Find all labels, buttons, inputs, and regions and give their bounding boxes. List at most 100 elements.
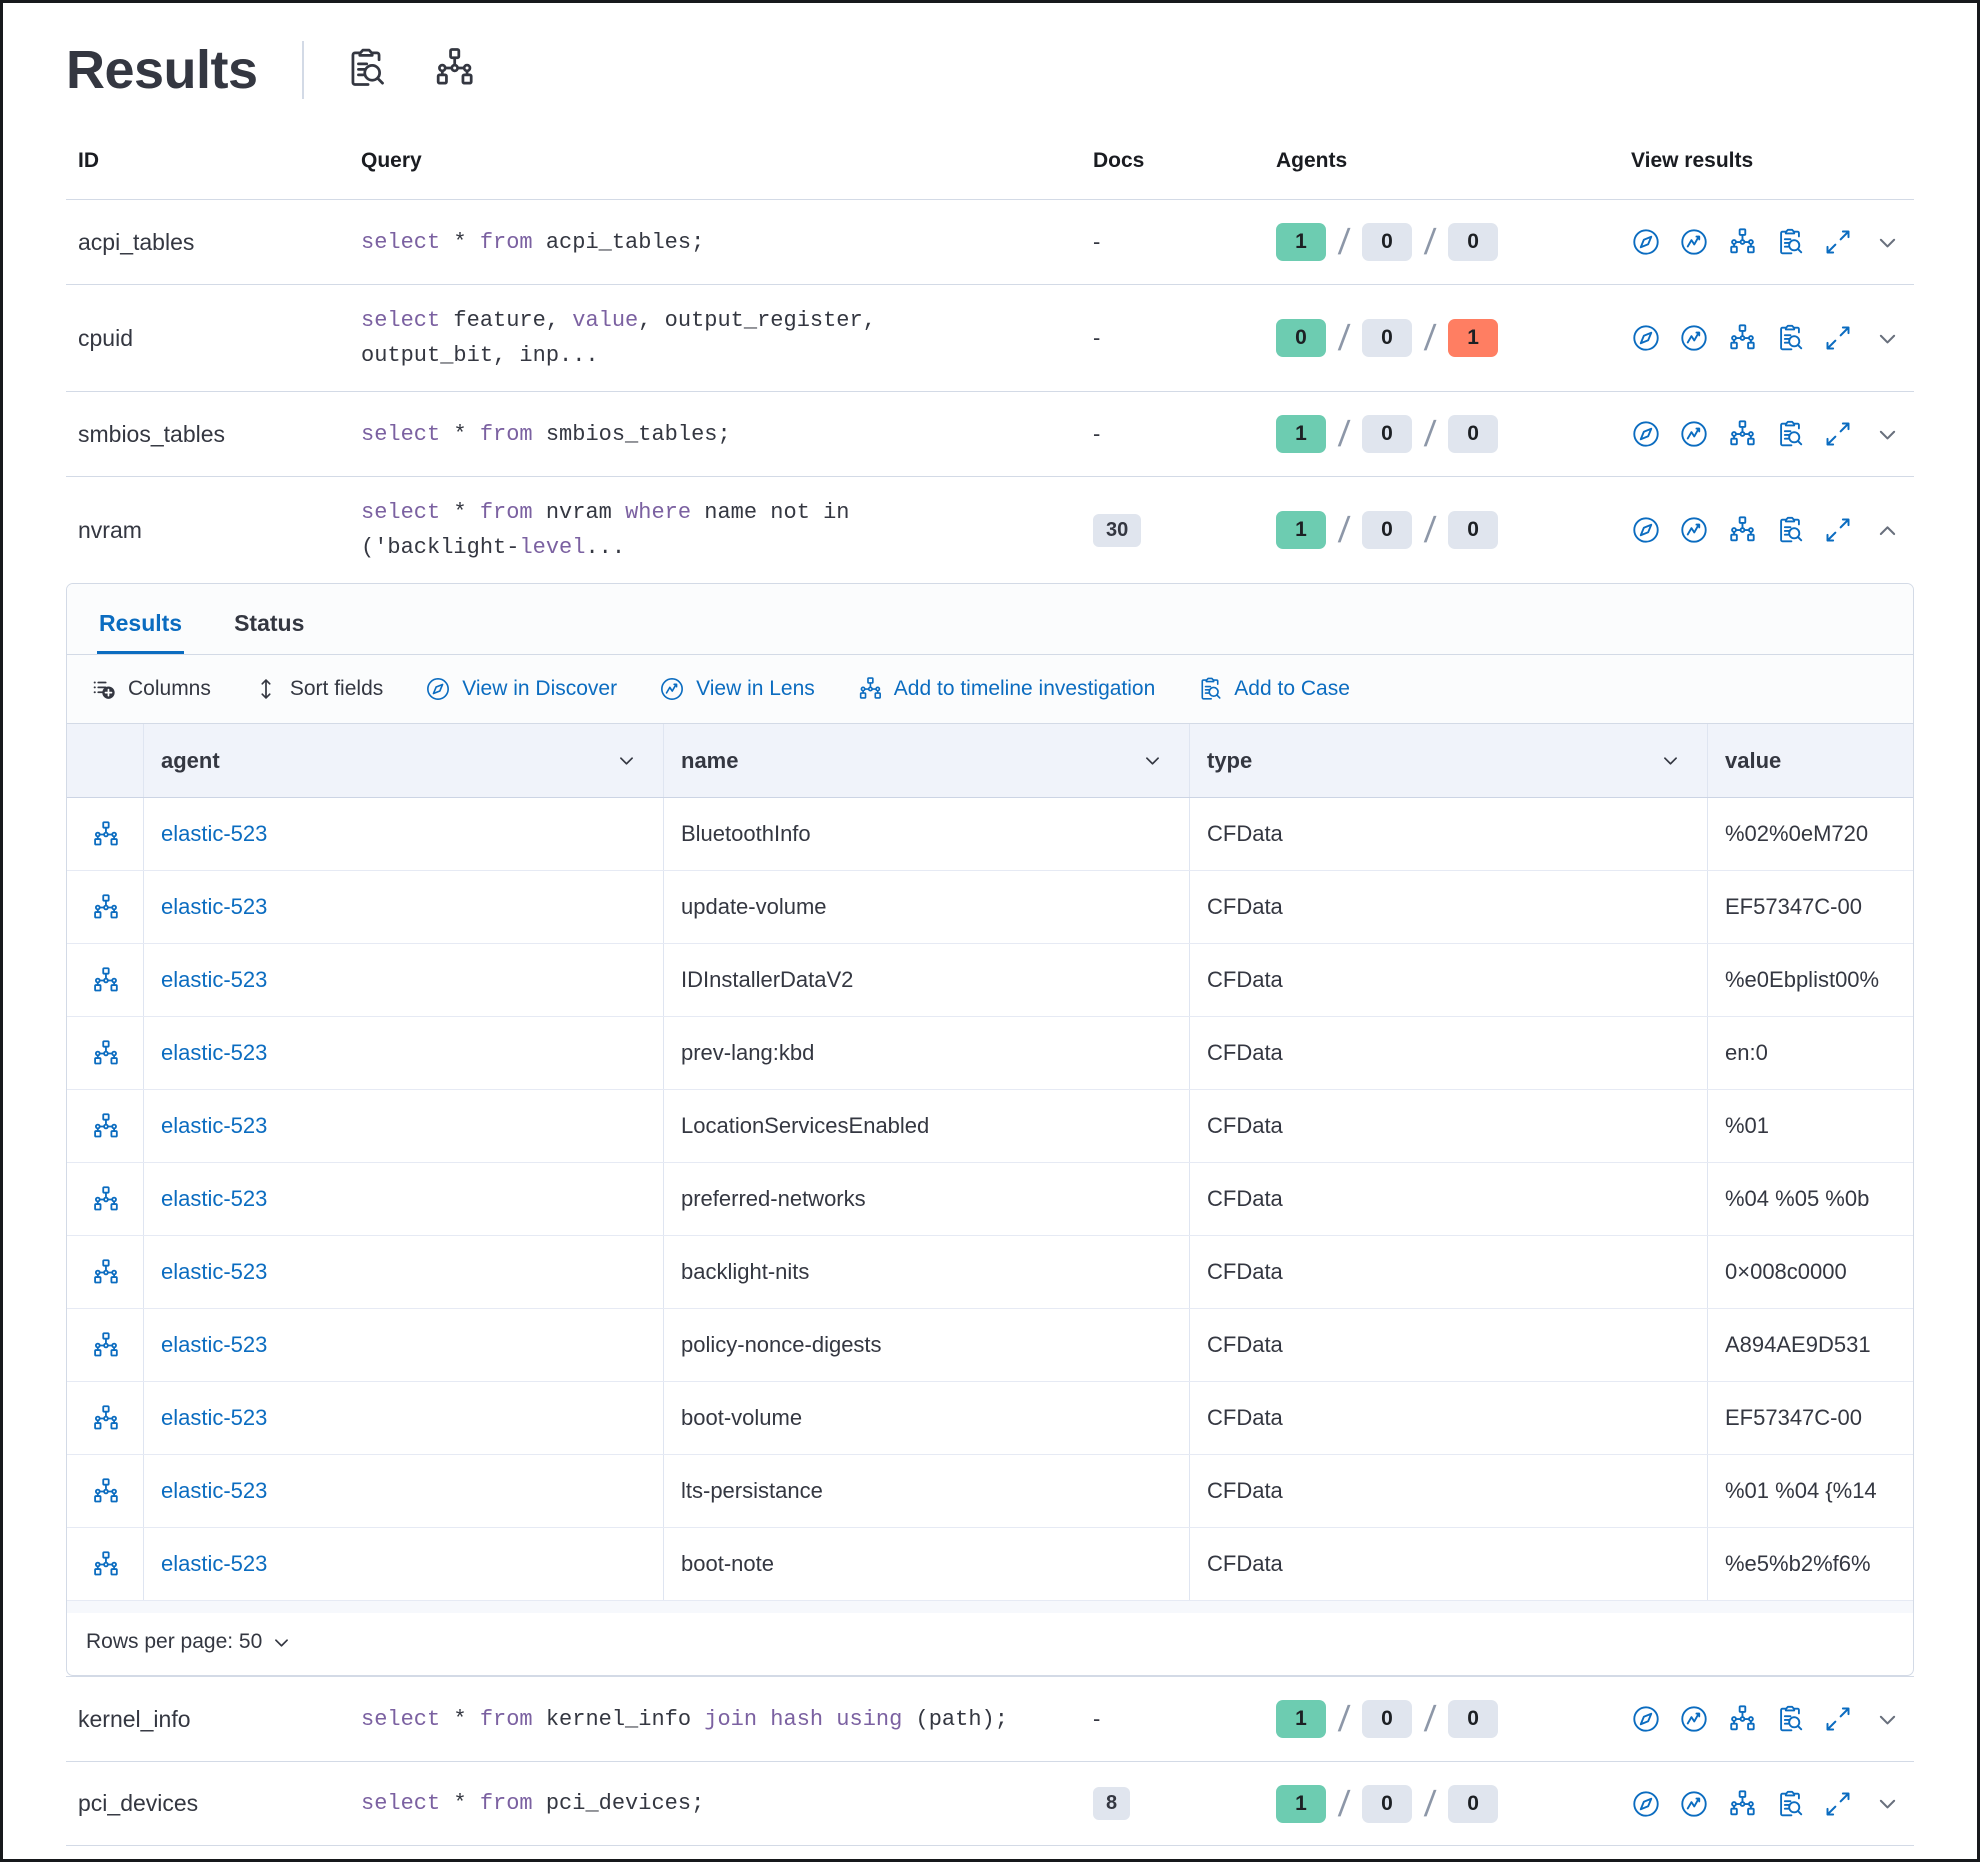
- expand-icon[interactable]: [1823, 1704, 1853, 1734]
- toolbar-item-label: Add to timeline investigation: [893, 677, 1156, 700]
- result-tabs: Results Status: [67, 584, 1913, 655]
- add-to-timeline-button[interactable]: [91, 1258, 120, 1287]
- name-cell: IDInstallerDataV2: [664, 944, 1190, 1016]
- case-icon[interactable]: [1775, 227, 1805, 257]
- add-to-timeline-button[interactable]: [91, 1550, 120, 1579]
- add-to-timeline-button[interactable]: [91, 820, 120, 849]
- query-id: acpi_tables: [78, 228, 195, 255]
- tab-status[interactable]: Status: [232, 610, 306, 654]
- lens-icon[interactable]: [1679, 419, 1709, 449]
- timeline-icon: [91, 1185, 120, 1214]
- lens-icon[interactable]: [1679, 227, 1709, 257]
- expand-icon[interactable]: [1823, 515, 1853, 545]
- case-icon[interactable]: [1775, 323, 1805, 353]
- timeline-icon[interactable]: [1727, 227, 1757, 257]
- toolbar-view-in-lens-button[interactable]: View in Lens: [659, 676, 815, 702]
- toolbar-sort-fields-button[interactable]: Sort fields: [253, 676, 383, 702]
- case-icon[interactable]: [1775, 1789, 1805, 1819]
- timeline-icon[interactable]: [1727, 1789, 1757, 1819]
- agents-cell: 0/0/1: [1263, 317, 1619, 359]
- agent-link[interactable]: elastic-523: [161, 1332, 268, 1357]
- lens-icon[interactable]: [1679, 1789, 1709, 1819]
- chevron-down-icon[interactable]: [1875, 230, 1900, 255]
- agent-cell: elastic-523: [144, 1236, 664, 1308]
- expand-icon[interactable]: [1823, 1789, 1853, 1819]
- agent-link[interactable]: elastic-523: [161, 1186, 268, 1211]
- agent-link[interactable]: elastic-523: [161, 894, 268, 919]
- discover-icon[interactable]: [1631, 1789, 1661, 1819]
- case-icon[interactable]: [1775, 515, 1805, 545]
- chevron-up-icon[interactable]: [1875, 518, 1900, 543]
- timeline-icon[interactable]: [1727, 323, 1757, 353]
- lens-icon[interactable]: [1679, 1704, 1709, 1734]
- agent-link[interactable]: elastic-523: [161, 1259, 268, 1284]
- add-to-timeline-button[interactable]: [91, 1112, 120, 1141]
- add-to-timeline-button[interactable]: [91, 1404, 120, 1433]
- agent-cell: elastic-523: [144, 798, 664, 870]
- chevron-down-icon[interactable]: [1875, 326, 1900, 351]
- grid-header-type[interactable]: type: [1190, 724, 1708, 797]
- row-actions-cell: [67, 1017, 144, 1089]
- agent-link[interactable]: elastic-523: [161, 1551, 268, 1576]
- grid-header: agent name type value: [67, 724, 1913, 798]
- expand-icon[interactable]: [1823, 227, 1853, 257]
- agents-separator: /: [1336, 221, 1352, 262]
- discover-icon[interactable]: [1631, 515, 1661, 545]
- add-to-timeline-button[interactable]: [91, 1331, 120, 1360]
- discover-icon[interactable]: [1631, 1704, 1661, 1734]
- query-sql: select * from smbios_tables;: [361, 421, 731, 447]
- agent-link[interactable]: elastic-523: [161, 1040, 268, 1065]
- agents-separator: /: [1336, 413, 1352, 454]
- tab-results[interactable]: Results: [97, 610, 184, 654]
- toolbar-columns-button[interactable]: Columns: [91, 676, 211, 702]
- grid-header-name[interactable]: name: [664, 724, 1190, 797]
- agent-link[interactable]: elastic-523: [161, 1405, 268, 1430]
- case-icon[interactable]: [1775, 1704, 1805, 1734]
- agent-count-badge-neutral: 0: [1448, 415, 1499, 453]
- grid-header-label: name: [681, 747, 739, 773]
- add-to-timeline-button[interactable]: [91, 1185, 120, 1214]
- lens-icon[interactable]: [1679, 515, 1709, 545]
- docs-cell: -: [1081, 325, 1263, 351]
- add-to-timeline-button[interactable]: [91, 1039, 120, 1068]
- discover-icon[interactable]: [1631, 419, 1661, 449]
- agent-count-badge-success: 1: [1276, 1700, 1326, 1738]
- add-to-timeline-button[interactable]: [91, 893, 120, 922]
- row-actions-cell: [67, 1090, 144, 1162]
- result-grid-row: elastic-523 LocationServicesEnabled CFDa…: [67, 1090, 1913, 1163]
- agent-link[interactable]: elastic-523: [161, 967, 268, 992]
- discover-icon[interactable]: [1631, 323, 1661, 353]
- agent-link[interactable]: elastic-523: [161, 821, 268, 846]
- case-icon[interactable]: [1775, 419, 1805, 449]
- toolbar-add-to-case-button[interactable]: Add to Case: [1197, 676, 1350, 702]
- chevron-down-icon[interactable]: [1875, 1707, 1900, 1732]
- add-to-timeline-button[interactable]: [91, 1477, 120, 1506]
- expand-icon[interactable]: [1823, 323, 1853, 353]
- agents-cell: 1/0/0: [1263, 1698, 1619, 1740]
- expanded-row-panel: Results Status Columns Sort fields View in …: [66, 583, 1914, 1676]
- name-cell: LocationServicesEnabled: [664, 1090, 1190, 1162]
- expand-icon[interactable]: [1823, 419, 1853, 449]
- agent-link[interactable]: elastic-523: [161, 1113, 268, 1138]
- agent-link[interactable]: elastic-523: [161, 1478, 268, 1503]
- agent-cell: elastic-523: [144, 1455, 664, 1527]
- toolbar-view-in-discover-button[interactable]: View in Discover: [425, 676, 617, 702]
- lens-icon: [659, 676, 685, 702]
- grid-header-agent[interactable]: agent: [144, 724, 664, 797]
- timeline-icon: [91, 1039, 120, 1068]
- inspect-button[interactable]: [344, 46, 388, 90]
- node-tree-button[interactable]: [432, 46, 476, 90]
- chevron-down-icon[interactable]: [1875, 1791, 1900, 1816]
- toolbar-item-label: Sort fields: [289, 677, 384, 700]
- timeline-icon[interactable]: [1727, 419, 1757, 449]
- chevron-down-icon[interactable]: [1875, 422, 1900, 447]
- toolbar-add-to-timeline-investigation-button[interactable]: Add to timeline investigation: [857, 676, 1156, 702]
- add-to-timeline-button[interactable]: [91, 966, 120, 995]
- discover-icon[interactable]: [1631, 227, 1661, 257]
- toolbar-item-label: View in Discover: [462, 677, 618, 700]
- timeline-icon[interactable]: [1727, 515, 1757, 545]
- lens-icon[interactable]: [1679, 323, 1709, 353]
- grid-bottom-strip: [67, 1601, 1913, 1613]
- timeline-icon[interactable]: [1727, 1704, 1757, 1734]
- rows-per-page-button[interactable]: Rows per page: 50: [86, 1630, 292, 1654]
